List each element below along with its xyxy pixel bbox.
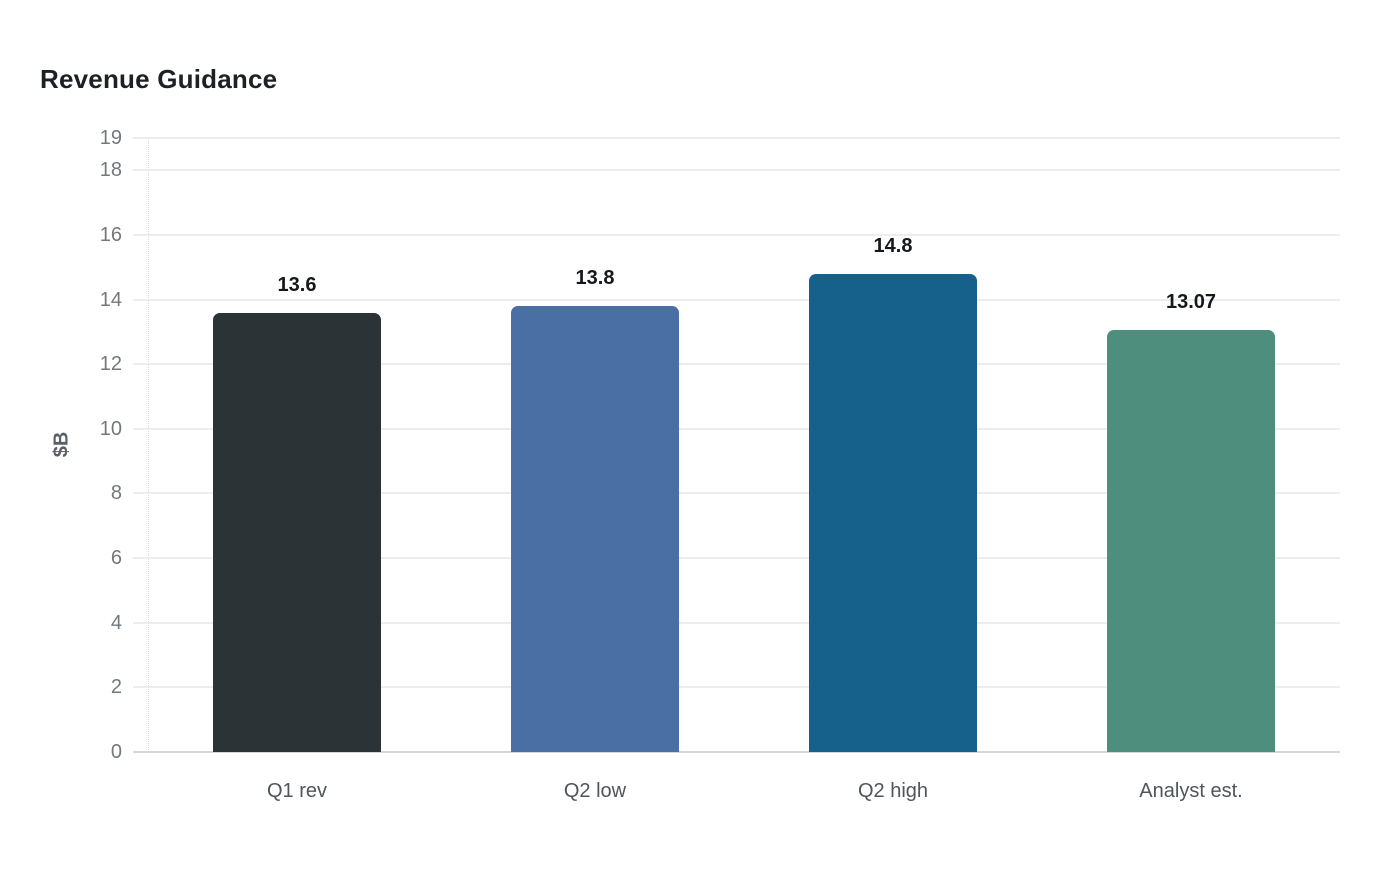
bar-value-label: 13.6: [277, 273, 317, 296]
gridline: [133, 557, 1340, 560]
bar-q2-low: [511, 306, 679, 752]
y-tick-label: 6: [110, 547, 122, 570]
gridline: [133, 363, 1340, 366]
y-tick-label: 0: [110, 741, 122, 763]
y-tick-label: 4: [110, 611, 122, 634]
x-category-label: Q2 high: [857, 780, 929, 802]
bar-value-label: 13.07: [1165, 290, 1217, 313]
y-axis-title: $B: [50, 431, 73, 458]
bar-value-label: 14.8: [873, 234, 913, 257]
gridline: [133, 233, 1340, 236]
x-category-label: Analyst est.: [1139, 780, 1243, 802]
gridline: [133, 169, 1340, 172]
y-tick-label: 2: [110, 676, 122, 699]
bar-analyst-est: [1107, 329, 1275, 752]
gridline: [133, 492, 1340, 495]
gridline: [133, 137, 1340, 139]
gridline: [133, 427, 1340, 430]
bar-q2-high: [809, 273, 977, 752]
chart-title: Revenue Guidance: [40, 64, 278, 94]
bar-value-label: 13.8: [575, 267, 615, 290]
x-axis-baseline: [133, 751, 1340, 753]
bar-q1-rev: [213, 312, 381, 752]
y-tick-label: 14: [99, 288, 122, 311]
gridline: [133, 686, 1340, 689]
y-tick-label: 19: [99, 127, 122, 149]
x-category-label: Q2 low: [563, 780, 627, 802]
x-category-label: Q1 rev: [266, 780, 328, 802]
y-tick-label: 18: [99, 159, 122, 182]
y-tick-label: 8: [110, 482, 122, 505]
gridline: [133, 298, 1340, 301]
y-tick-label: 10: [99, 417, 122, 440]
y-tick-label: 16: [99, 223, 122, 246]
gridline: [133, 621, 1340, 624]
plot-area: 0 2 4 6 8 10 12 14 16 18 19 13.6 Q1 rev 13.8 Q2 low 14.…: [100, 127, 1340, 802]
y-tick-label: 12: [99, 353, 122, 376]
y-axis-line: [148, 138, 149, 752]
